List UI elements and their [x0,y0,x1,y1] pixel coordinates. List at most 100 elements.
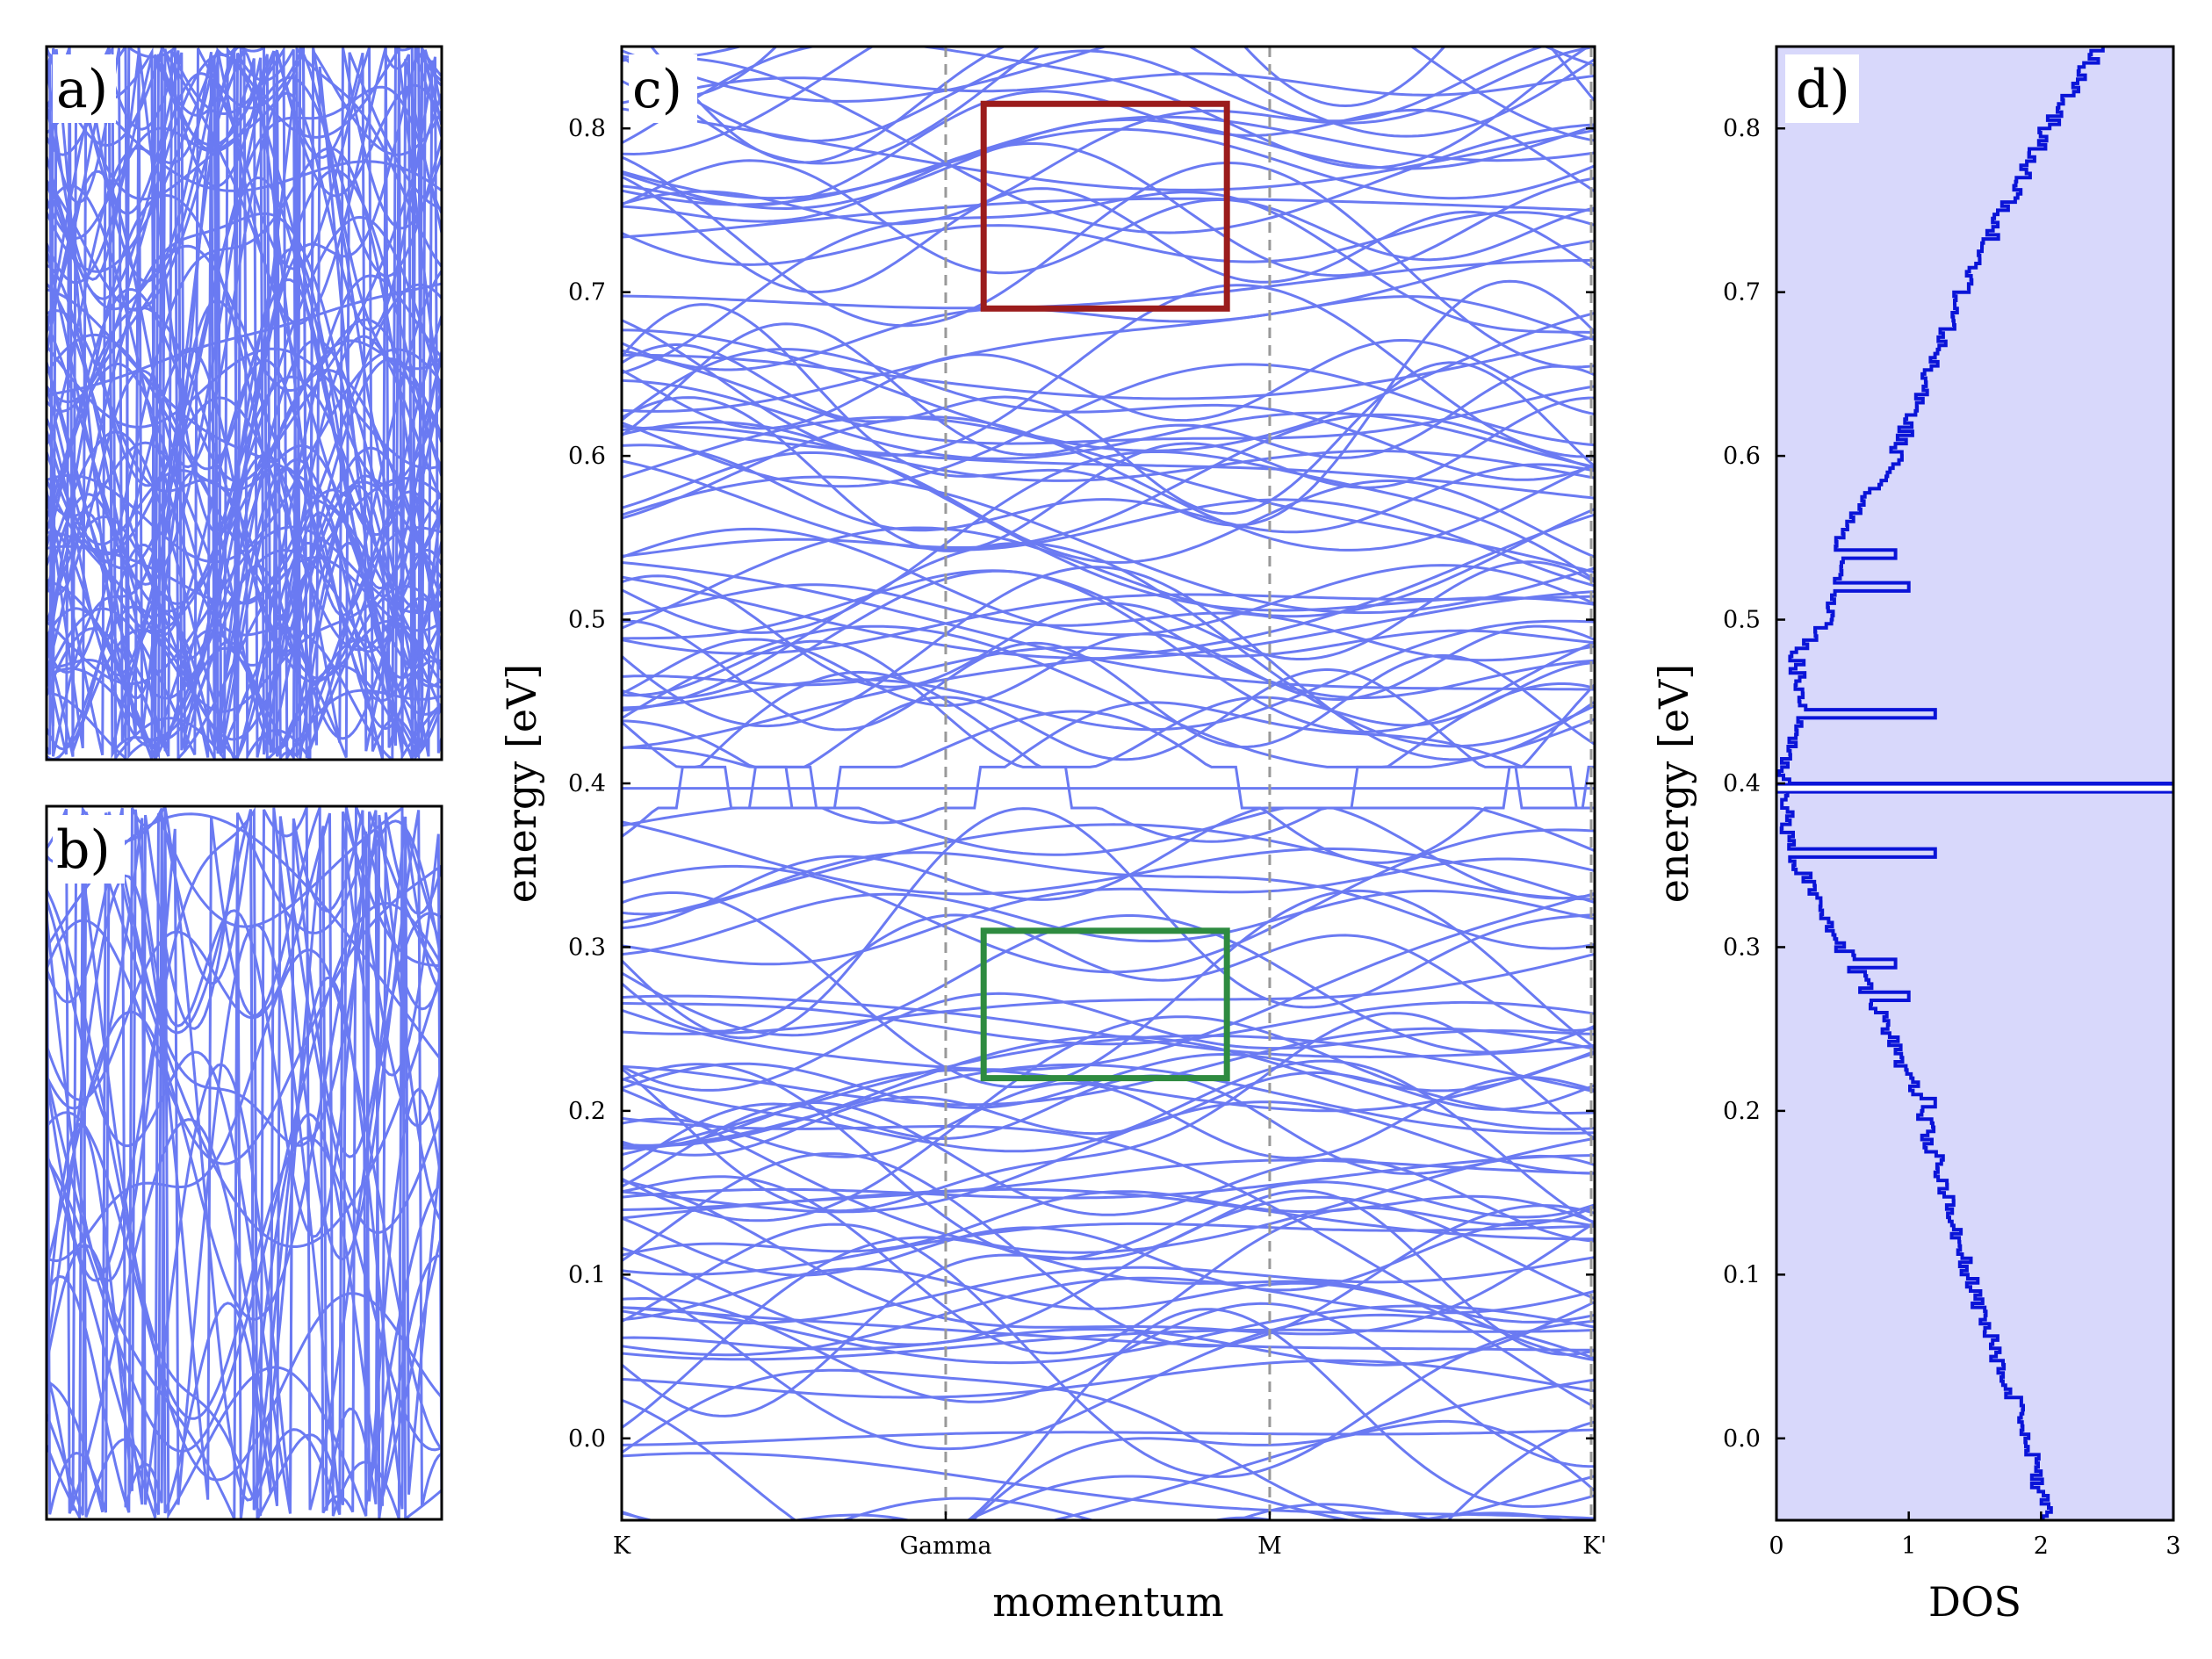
band-line [622,851,1595,950]
band-line [47,809,442,1502]
band-line [622,1000,1595,1046]
band-line [622,444,1595,534]
band-line [47,819,442,1321]
x-tick-label: K [613,1533,631,1560]
band-line [622,415,1595,552]
band-line [622,914,1595,1054]
band-line [622,1301,1595,1367]
band-line [622,566,1595,761]
panel-c-highlight-boxes [980,100,1230,1082]
band-line [622,823,1595,924]
panel-a-frame [45,45,443,761]
panel-b-frame [45,804,443,1521]
band-line [622,349,1595,445]
band-line [622,890,1595,956]
band-line [622,1328,1595,1361]
band-line [47,949,442,1451]
panel-d-label-bg [1785,54,1859,123]
band-line [622,450,1595,634]
band-line [622,593,1595,655]
band-line [622,1195,1595,1346]
panel-d-xlabel: DOS [1928,1578,2021,1626]
band-line [622,1378,1595,1520]
band-line [622,683,1595,864]
band-line [47,807,442,1514]
panel-c-ylabel: energy [eV] [498,664,545,903]
band-line [47,889,442,1482]
y-tick-label: 0.2 [568,1098,606,1125]
flat-band-gap [1776,785,2173,791]
panel-a-label: a) [56,59,108,120]
band-line [622,425,1595,482]
band-line [47,169,442,605]
band-line [622,55,1595,234]
band-line [622,857,1595,966]
band-line [622,1276,1595,1357]
band-line [622,1158,1595,1220]
band-line [47,347,442,672]
band-line [622,624,1595,707]
band-line [622,339,1595,430]
y-tick-label: 0.0 [568,1425,606,1453]
y-tick-label: 0.3 [1723,934,1761,961]
panel-a-label-bg [53,54,116,123]
x-tick-label: 1 [1901,1533,1916,1560]
band-line [622,1267,1595,1324]
y-tick-label: 0.3 [568,934,606,961]
band-line [649,47,1595,164]
y-tick-label: 0.4 [568,770,606,797]
y-tick-label: 0.7 [568,279,606,307]
band-line [47,47,442,760]
band-line [622,413,1595,558]
panel-d-ticks: 0 1 2 3 0.0 0.1 0.2 0.3 0.4 0.5 0.6 0.7 0.8 [1723,115,2181,1560]
band-line [622,1152,1595,1348]
band-line [622,569,1595,699]
panel-c: K Gamma M K'0.00.10.20.30.40.50.60.70.8 c) … [498,45,1607,1626]
band-line [622,115,1595,206]
panel-b-label-bg [53,815,125,884]
band-line [622,820,1595,905]
band-line [622,583,1595,662]
y-tick-label: 0.4 [1723,770,1761,797]
band-line [622,1071,1595,1157]
x-tick-label: M [1257,1533,1282,1560]
band-line [622,807,1595,1040]
panel-b-bands [47,806,442,1519]
band-line [622,424,1595,500]
y-tick-label: 0.8 [568,115,606,142]
band-line [622,47,1446,108]
band-line [622,258,1595,310]
band-line [622,175,1595,294]
band-line [622,667,1595,810]
band-line [622,197,1595,239]
band-line [47,282,442,397]
band-line [622,1297,1595,1468]
x-tick-label: Gamma [899,1533,991,1560]
band-line [622,1222,1595,1276]
y-tick-label: 0.7 [1723,279,1761,307]
band-line [47,363,442,667]
band-line [622,1179,1595,1336]
x-tick-label: 2 [2034,1533,2049,1560]
panel-c-bands [622,47,1595,1520]
y-tick-label: 0.6 [568,443,606,470]
red-highlight-box [980,100,1230,312]
band-line [622,1359,1595,1399]
band-line [622,1012,1595,1213]
band-line [622,1256,1595,1325]
band-line [47,53,442,754]
band-line [622,451,1595,564]
band-line [622,279,1595,527]
band-line [622,670,1595,843]
panel-a-bands [47,47,442,760]
dos-curve [1777,47,2173,1520]
band-line [622,127,1595,200]
band-line [622,1088,1595,1254]
band-line [622,47,1595,156]
band-line [622,142,1595,278]
band-line [622,1076,1595,1160]
band-line [47,278,442,596]
band-line [622,527,1595,637]
band-line [47,1111,442,1452]
band-line [47,193,442,740]
